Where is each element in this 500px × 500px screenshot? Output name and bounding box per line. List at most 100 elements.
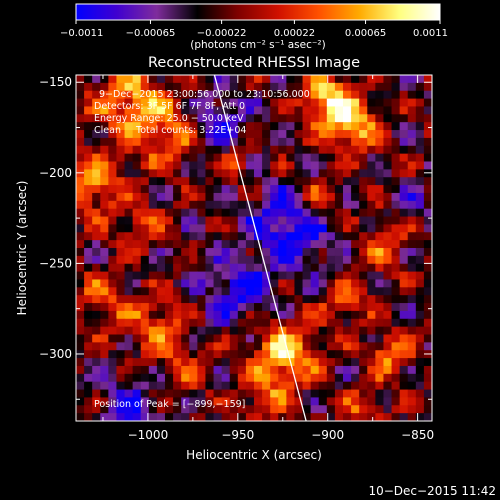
heatmap-cell [116,82,126,92]
heatmap-cell [343,365,352,375]
heatmap-cell [286,169,296,178]
heatmap-cell [278,145,287,155]
heatmap-cell [173,358,182,367]
heatmap-cell [108,98,118,108]
heatmap-cell [197,373,207,383]
heatmap-cell [399,169,409,178]
heatmap-cell [278,137,287,147]
heatmap-cell [407,326,417,336]
heatmap-cell [181,216,190,226]
heatmap-cell [278,232,287,241]
heatmap-cell [140,130,150,139]
heatmap-cell [237,413,247,421]
heatmap-cell [383,122,393,131]
heatmap-cell [156,114,166,123]
heatmap-cell [375,310,385,320]
heatmap-cell [156,106,166,115]
heatmap-cell [334,177,344,186]
heatmap-cell [229,169,239,178]
heatmap-cell [407,145,417,155]
heatmap-cell [351,279,360,288]
heatmap-cell [318,192,328,202]
heatmap-cell [415,98,425,108]
heatmap-cell [92,200,101,210]
heatmap-cell [391,90,401,100]
heatmap-cell [383,216,393,226]
heatmap-cell [343,381,352,391]
heatmap-cell [278,161,287,170]
heatmap-cell [326,90,336,100]
heatmap-cell [100,358,109,367]
heatmap-cell [205,75,215,84]
heatmap-cell [100,287,109,296]
heatmap-cell [343,318,352,328]
heatmap-cell [318,216,328,226]
heatmap-cell [294,75,304,84]
heatmap-cell [124,405,134,414]
heatmap-cell [100,342,109,351]
heatmap-cell [124,161,134,170]
heatmap-cell [270,279,279,288]
heatmap-cell [173,263,182,273]
heatmap-cell [76,279,85,288]
heatmap-cell [124,145,134,155]
heatmap-cell [181,130,190,139]
heatmap-cell [124,75,134,84]
heatmap-cell [237,169,247,178]
heatmap-cell [156,365,166,375]
heatmap-cell [84,381,93,391]
heatmap-cell [92,192,101,202]
heatmap-cell [407,114,417,123]
heatmap-cell [270,192,279,202]
heatmap-cell [367,326,376,336]
heatmap-cell [302,303,312,312]
heatmap-cell [407,137,417,147]
heatmap-cell [351,318,360,328]
heatmap-cell [165,397,174,406]
heatmap-cell [116,137,126,147]
heatmap-cell [399,200,409,210]
heatmap-cell [302,75,312,84]
heatmap-cell [391,224,401,233]
heatmap-cell [76,216,85,226]
heatmap-cell [165,145,174,155]
heatmap-cell [359,310,368,320]
heatmap-cell [351,75,360,84]
heatmap-cell [189,405,198,414]
heatmap-cell [197,255,207,265]
heatmap-cell [343,303,352,312]
heatmap-cell [262,208,271,218]
heatmap-cell [367,263,376,273]
heatmap-cell [116,240,126,249]
heatmap-cell [205,295,215,304]
heatmap-cell [76,177,85,186]
heatmap-cell [76,318,85,328]
heatmap-cell [237,271,247,281]
heatmap-cell [173,295,182,304]
heatmap-cell [270,232,279,241]
heatmap-cell [318,248,328,257]
heatmap-cell [270,122,279,131]
heatmap-cell [245,248,255,257]
heatmap-cell [286,216,296,226]
heatmap-cell [245,224,255,233]
heatmap-cell [278,248,287,257]
heatmap-cell [237,295,247,304]
heatmap-cell [278,224,287,233]
colorbar-ticks: −0.0011 −0.00065 −0.00022 0.00022 0.00065 0.0… [60,20,448,39]
heatmap-cell [278,405,287,414]
heatmap-cell [334,365,344,375]
heatmap-cell [351,381,360,391]
heatmap-cell [334,405,344,414]
heatmap-cell [165,169,174,178]
heatmap-cell [351,192,360,202]
heatmap-cell [213,358,223,367]
heatmap-cell [254,310,263,320]
heatmap-cell [165,365,174,375]
heatmap-cell [334,224,344,233]
heatmap-cell [108,106,118,115]
heatmap-cell [245,310,255,320]
heatmap-cell [310,224,320,233]
heatmap-cell [197,106,207,115]
heatmap-cell [76,373,85,383]
